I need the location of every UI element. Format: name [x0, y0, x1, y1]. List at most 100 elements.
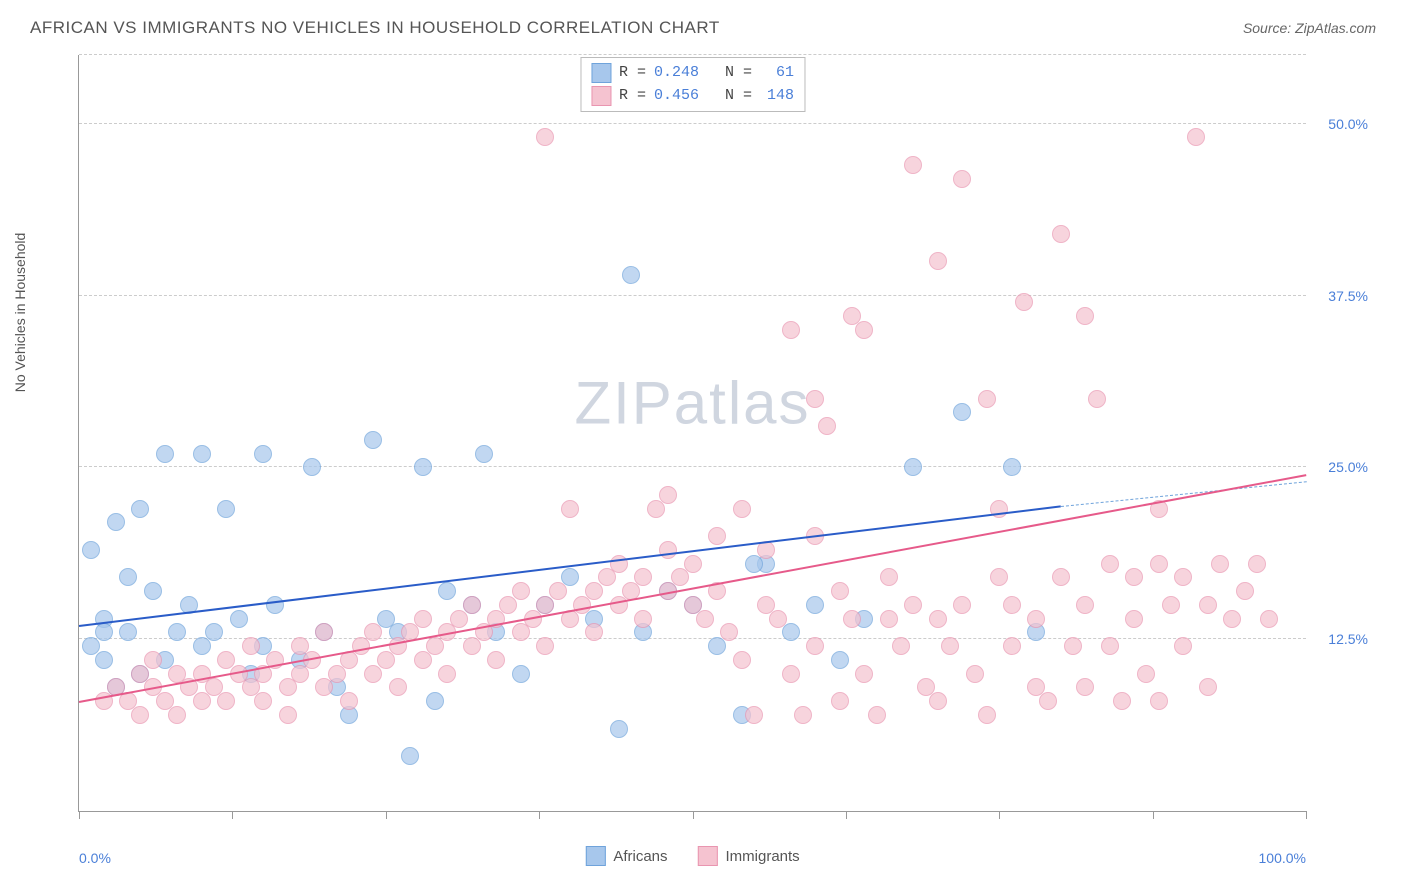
scatter-plot-area: ZIPatlas R = 0.248 N = 61R = 0.456 N = 1…: [78, 55, 1306, 812]
data-point: [733, 651, 751, 669]
data-point: [806, 596, 824, 614]
data-point: [364, 623, 382, 641]
data-point: [1211, 555, 1229, 573]
data-point: [855, 321, 873, 339]
data-point: [414, 458, 432, 476]
n-label: N =: [707, 85, 752, 108]
data-point: [794, 706, 812, 724]
n-value: 61: [760, 62, 794, 85]
data-point: [831, 692, 849, 710]
data-point: [659, 486, 677, 504]
data-point: [953, 596, 971, 614]
data-point: [487, 651, 505, 669]
data-point: [622, 266, 640, 284]
series-legend: Africans Immigrants: [585, 846, 799, 866]
data-point: [941, 637, 959, 655]
x-tick: [1153, 811, 1154, 819]
data-point: [1137, 665, 1155, 683]
data-point: [1003, 458, 1021, 476]
data-point: [708, 527, 726, 545]
data-point: [684, 555, 702, 573]
data-point: [978, 706, 996, 724]
data-point: [1076, 307, 1094, 325]
x-tick: [232, 811, 233, 819]
source-attribution: Source: ZipAtlas.com: [1243, 20, 1376, 36]
data-point: [230, 610, 248, 628]
data-point: [303, 458, 321, 476]
n-label: N =: [707, 62, 752, 85]
data-point: [1052, 568, 1070, 586]
data-point: [1125, 568, 1143, 586]
data-point: [266, 596, 284, 614]
data-point: [806, 637, 824, 655]
data-point: [733, 500, 751, 518]
data-point: [1199, 596, 1217, 614]
trend-line: [79, 474, 1306, 703]
data-point: [1088, 390, 1106, 408]
data-point: [242, 637, 260, 655]
data-point: [1076, 596, 1094, 614]
data-point: [880, 568, 898, 586]
data-point: [953, 403, 971, 421]
data-point: [1101, 637, 1119, 655]
data-point: [929, 692, 947, 710]
data-point: [438, 582, 456, 600]
data-point: [659, 541, 677, 559]
data-point: [1039, 692, 1057, 710]
data-point: [1260, 610, 1278, 628]
source-value: ZipAtlas.com: [1295, 20, 1376, 36]
data-point: [880, 610, 898, 628]
data-point: [868, 706, 886, 724]
data-point: [1101, 555, 1119, 573]
data-point: [364, 431, 382, 449]
data-point: [131, 706, 149, 724]
data-point: [536, 128, 554, 146]
x-tick: [539, 811, 540, 819]
data-point: [831, 582, 849, 600]
data-point: [929, 252, 947, 270]
stats-legend-row: R = 0.248 N = 61: [591, 62, 794, 85]
data-point: [831, 651, 849, 669]
data-point: [990, 568, 1008, 586]
legend-label: Immigrants: [726, 848, 800, 865]
data-point: [585, 623, 603, 641]
data-point: [279, 706, 297, 724]
data-point: [475, 445, 493, 463]
chart-title: AFRICAN VS IMMIGRANTS NO VEHICLES IN HOU…: [30, 18, 720, 38]
stats-legend-box: R = 0.248 N = 61R = 0.456 N = 148: [580, 57, 805, 112]
data-point: [966, 665, 984, 683]
data-point: [1015, 293, 1033, 311]
data-point: [561, 500, 579, 518]
source-prefix: Source:: [1243, 20, 1295, 36]
data-point: [782, 623, 800, 641]
data-point: [1236, 582, 1254, 600]
data-point: [193, 445, 211, 463]
x-tick: [386, 811, 387, 819]
data-point: [512, 582, 530, 600]
legend-swatch: [585, 846, 605, 866]
data-point: [1187, 128, 1205, 146]
data-point: [1150, 555, 1168, 573]
data-point: [340, 692, 358, 710]
data-point: [769, 610, 787, 628]
legend-swatch: [591, 63, 611, 83]
data-point: [389, 678, 407, 696]
watermark-light: atlas: [674, 369, 811, 436]
y-tick-label: 50.0%: [1328, 116, 1368, 132]
data-point: [806, 390, 824, 408]
x-tick: [999, 811, 1000, 819]
chart-container: No Vehicles in Household ZIPatlas R = 0.…: [30, 55, 1376, 872]
data-point: [119, 623, 137, 641]
data-point: [929, 610, 947, 628]
data-point: [144, 651, 162, 669]
data-point: [131, 500, 149, 518]
data-point: [1003, 637, 1021, 655]
data-point: [782, 665, 800, 683]
data-point: [156, 445, 174, 463]
r-label: R =: [619, 85, 646, 108]
data-point: [782, 321, 800, 339]
data-point: [401, 747, 419, 765]
data-point: [855, 665, 873, 683]
data-point: [254, 445, 272, 463]
legend-label: Africans: [613, 848, 667, 865]
